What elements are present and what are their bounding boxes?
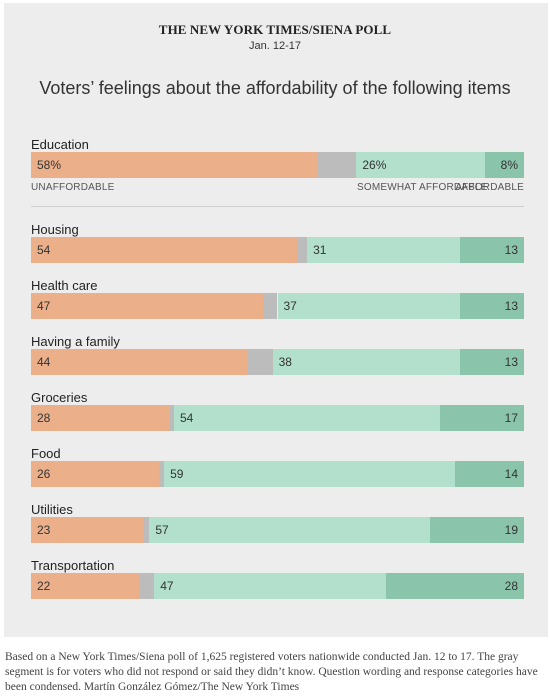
bar-segment-no-answer [139,573,155,599]
data-label-affordable: 19 [504,523,518,537]
bar-segment-unaffordable [31,517,145,543]
category-label: Groceries [31,390,88,405]
data-label-unaffordable: 26 [37,467,51,481]
bar-segment-somewhat-affordable [356,152,485,178]
data-label-unaffordable: 54 [37,243,51,257]
category-label: Health care [31,278,98,293]
bar-segment-affordable [440,405,524,431]
data-label-affordable: 13 [504,243,518,257]
footnote: Based on a New York Times/Siena poll of … [5,651,538,693]
data-label-somewhat-affordable: 26% [362,158,387,172]
bar-segment-unaffordable [31,349,248,375]
data-label-affordable: 13 [504,299,518,313]
bar-segment-somewhat-affordable [272,349,460,375]
bar-segment-unaffordable [31,405,170,431]
data-label-somewhat-affordable: 54 [179,411,194,425]
data-label-unaffordable: 58% [37,158,62,172]
bar-segment-unaffordable [31,573,140,599]
data-label-unaffordable: 47 [37,299,51,313]
bar-segment-unaffordable [31,152,317,178]
data-label-affordable: 13 [504,355,518,369]
bar-segment-no-answer [247,349,273,375]
data-label-affordable: 17 [504,411,518,425]
data-label-somewhat-affordable: 37 [283,299,297,313]
data-label-somewhat-affordable: 38 [278,355,292,369]
legend-affordable-label: AFFORDABLE [455,182,524,193]
data-label-somewhat-affordable: 59 [170,467,184,481]
bar-segment-no-answer [169,405,174,431]
bar-segment-affordable [484,152,524,178]
bar-segment-no-answer [297,237,308,263]
bar-segment-affordable [459,293,524,319]
bar-segment-no-answer [144,517,150,543]
legend-somewhat-affordable-label: SOMEWHAT AFFORDABLE [357,182,488,193]
category-label: Education [31,137,89,152]
data-label-affordable: 14 [504,467,518,481]
bar-segment-no-answer [262,293,278,319]
category-label: Utilities [31,502,73,517]
data-label-somewhat-affordable: 57 [155,523,169,537]
bar-segment-unaffordable [31,237,298,263]
poll-date: Jan. 12-17 [249,40,301,52]
data-label-affordable: 28 [504,579,518,593]
bar-segment-affordable [385,573,524,599]
data-label-somewhat-affordable: 47 [160,579,174,593]
data-label-unaffordable: 22 [37,579,51,593]
bar-segment-somewhat-affordable [173,405,441,431]
bar-segment-somewhat-affordable [154,573,386,599]
bar-segment-somewhat-affordable [164,461,455,487]
category-label: Transportation [31,558,115,573]
bar-segment-affordable [430,517,524,543]
poll-title: THE NEW YORK TIMES/SIENA POLL [158,22,392,37]
bar-segment-affordable [459,349,524,375]
data-label-affordable: 8% [500,158,518,172]
chart-title: Voters’ feelings about the affordability… [39,78,511,98]
bar-segment-affordable [459,237,524,263]
data-label-unaffordable: 23 [37,523,51,537]
legend-unaffordable-label: UNAFFORDABLE [31,182,115,193]
bar-segment-unaffordable [31,461,160,487]
bar-segment-affordable [454,461,524,487]
bar-segment-no-answer [159,461,165,487]
category-label: Having a family [31,334,120,349]
category-label: Housing [31,222,79,237]
data-label-unaffordable: 28 [37,411,51,425]
bar-segment-somewhat-affordable [149,517,431,543]
data-label-somewhat-affordable: 31 [313,243,327,257]
bar-segment-somewhat-affordable [307,237,460,263]
bar-segment-no-answer [316,152,357,178]
bar-segment-unaffordable [31,293,263,319]
category-label: Food [31,446,61,461]
chart-divider [31,206,524,207]
data-label-unaffordable: 44 [37,355,51,369]
bar-segment-somewhat-affordable [277,293,460,319]
